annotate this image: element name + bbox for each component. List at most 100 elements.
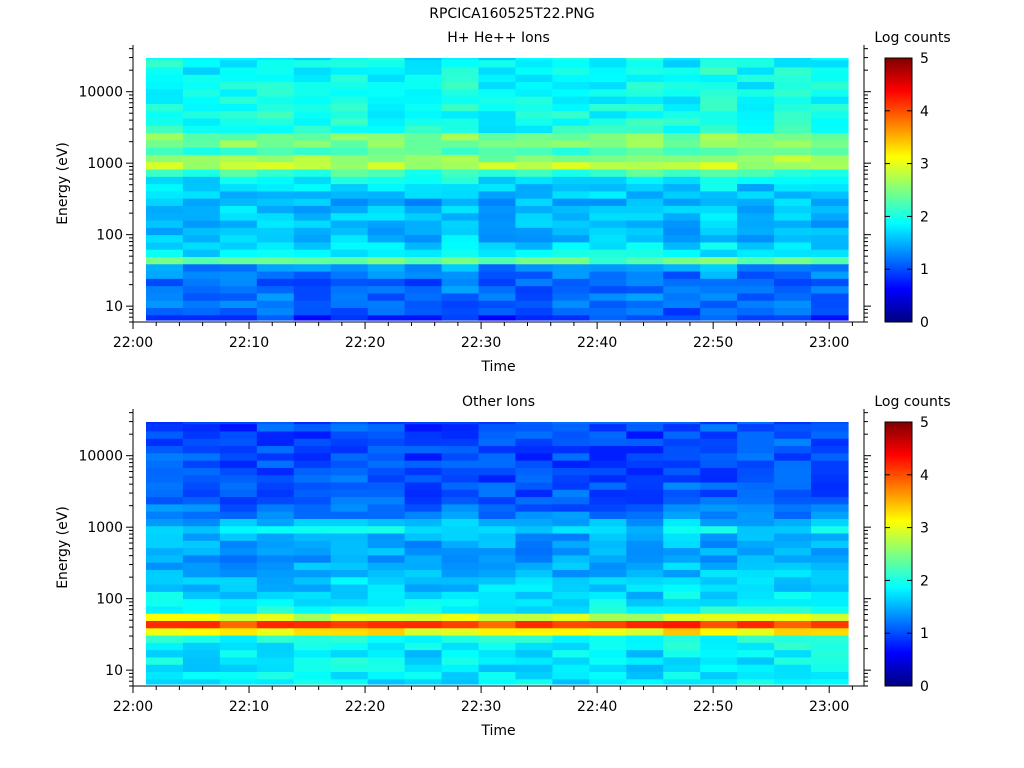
heatmap-cell [626, 314, 664, 321]
heatmap-cell [330, 547, 369, 556]
heatmap-cell [478, 88, 517, 97]
heatmap-cell [182, 474, 221, 483]
heatmap-cell [774, 249, 812, 257]
heatmap-cell [367, 110, 406, 119]
heatmap-cell [441, 314, 480, 321]
heatmap-cell [589, 518, 627, 527]
heatmap-cell [663, 81, 701, 90]
heatmap-cell [589, 430, 627, 439]
heatmap-cell [515, 671, 554, 680]
heatmap-cell [478, 270, 517, 279]
heatmap-cell [146, 278, 184, 287]
heatmap-cell [552, 154, 590, 163]
heatmap-cell [478, 554, 517, 563]
heatmap-cell [552, 96, 590, 104]
heatmap-cell [293, 81, 332, 90]
heatmap-cell [219, 649, 258, 658]
heatmap-cell [626, 241, 664, 250]
heatmap-cell [774, 66, 812, 75]
heatmap-cell [811, 176, 849, 185]
heatmap-cell [146, 518, 184, 527]
heatmap-cell [182, 270, 221, 279]
heatmap-cell [182, 58, 221, 61]
heatmap-cell [367, 503, 406, 512]
heatmap-cell [182, 307, 221, 316]
heatmap-cell [515, 241, 554, 250]
heatmap-cell [811, 547, 849, 556]
heatmap-cell [330, 58, 369, 61]
heatmap-cell [441, 256, 480, 265]
heatmap-cell [146, 154, 184, 163]
heatmap-cell [626, 547, 664, 556]
heatmap-cell [589, 445, 627, 454]
heatmap-cell [811, 518, 849, 527]
heatmap-cell [256, 605, 295, 614]
heatmap-cell [404, 117, 443, 126]
heatmap-cell [404, 649, 443, 658]
heatmap-cell [256, 620, 295, 629]
heatmap-cell [330, 430, 369, 439]
heatmap-cell [515, 525, 554, 534]
heatmap-cell [478, 81, 517, 90]
heatmap-cell [441, 583, 480, 592]
heatmap-cell [441, 598, 480, 607]
heatmap-cell [404, 161, 443, 170]
heatmap-cell [774, 569, 812, 578]
heatmap-cell [330, 234, 369, 243]
heatmap-cell [663, 489, 701, 498]
heatmap-cell [589, 168, 627, 177]
heatmap-cell [404, 460, 443, 468]
heatmap-cell [700, 613, 738, 621]
colorbar-gradient [884, 421, 913, 687]
heatmap-cell [330, 613, 369, 621]
heatmap-cell [441, 147, 480, 155]
heatmap-cell [700, 554, 738, 563]
heatmap-cell [700, 678, 738, 685]
heatmap-cell [219, 161, 258, 170]
heatmap-cell [367, 649, 406, 658]
heatmap-cell [700, 605, 738, 614]
heatmap-cell [367, 161, 406, 170]
heatmap-cell [404, 474, 443, 483]
heatmap-cell [663, 438, 701, 447]
heatmap-cell [182, 154, 221, 163]
heatmap-cell [367, 460, 406, 468]
heatmap-cell [367, 467, 406, 476]
heatmap-cell [330, 190, 369, 199]
heatmap-cell [146, 81, 184, 90]
heatmap-cell [146, 583, 184, 592]
heatmap-cell [219, 205, 258, 214]
heatmap-cell [219, 518, 258, 527]
heatmap-cell [811, 503, 849, 512]
heatmap-cell [626, 430, 664, 439]
heatmap-cell [737, 620, 775, 629]
heatmap-cell [589, 423, 627, 432]
heatmap-cell [441, 430, 480, 439]
heatmap-cell [404, 58, 443, 61]
heatmap-cell [774, 154, 812, 163]
heatmap-cell [478, 300, 517, 309]
heatmap-cell [737, 554, 775, 563]
heatmap-cell [663, 219, 701, 228]
heatmap-cell [330, 620, 369, 629]
heatmap-cell [589, 176, 627, 185]
heatmap-cell [256, 198, 295, 206]
heatmap-cell [626, 591, 664, 600]
heatmap-cell [811, 205, 849, 214]
heatmap-cell [663, 249, 701, 257]
heatmap-cell [182, 241, 221, 250]
heatmap-cell [256, 452, 295, 461]
heatmap-cell [774, 190, 812, 199]
heatmap-cell [515, 547, 554, 556]
heatmap-cell [737, 605, 775, 614]
heatmap-cell [146, 422, 184, 425]
heatmap-cell [219, 678, 258, 685]
heatmap-cell [552, 511, 590, 519]
heatmap-cell [441, 154, 480, 163]
heatmap-cell [219, 620, 258, 629]
heatmap-cell [774, 88, 812, 97]
heatmap-cell [811, 620, 849, 629]
heatmap-cell [552, 554, 590, 563]
heatmap-cell [330, 627, 369, 636]
heatmap-cell [552, 132, 590, 141]
